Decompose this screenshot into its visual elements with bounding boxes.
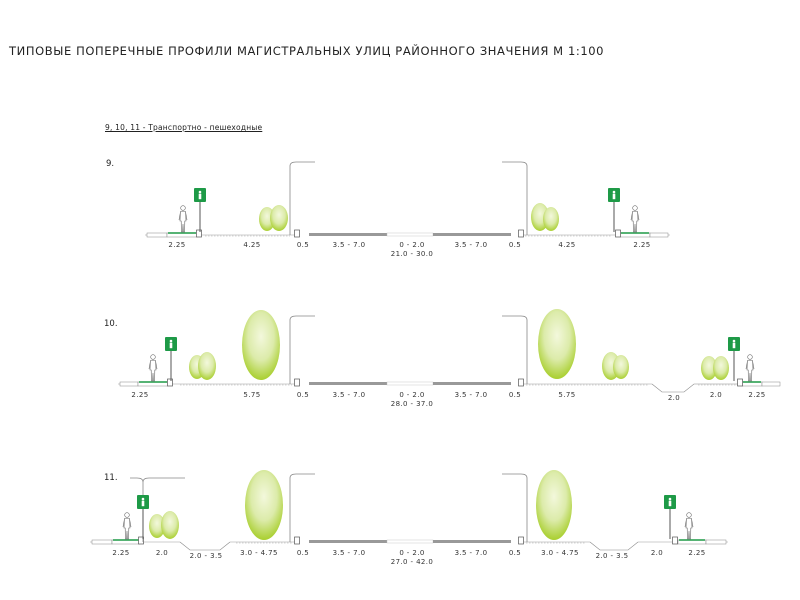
pedestrian-sign-icon xyxy=(663,494,677,540)
tree-icon xyxy=(242,310,280,380)
profile-9-total: 21.0 - 30.0 xyxy=(390,250,434,258)
profile-11-label: 0.5 xyxy=(296,549,310,557)
profile-11-label: 2.25 xyxy=(688,549,706,557)
profile-9-label: 3.5 - 7.0 xyxy=(332,241,366,249)
tree-icon xyxy=(701,356,717,380)
profile-10-label: 3.5 - 7.0 xyxy=(332,391,366,399)
profile-11-label: 2.0 - 3.5 xyxy=(189,552,223,560)
profile-11-number: 11. xyxy=(104,473,118,483)
tree-icon xyxy=(149,514,165,538)
profile-11-label: 0 - 2.0 xyxy=(399,549,425,557)
section-subtitle: 9, 10, 11 - Транспортно - пешеходные xyxy=(105,123,263,132)
pedestrian-icon xyxy=(148,354,158,382)
pedestrian-icon xyxy=(684,512,694,540)
tree-icon xyxy=(613,355,629,379)
profile-10-number: 10. xyxy=(104,319,118,329)
tree-icon xyxy=(245,470,283,540)
pedestrian-sign-icon xyxy=(136,494,150,540)
tree-icon xyxy=(161,511,179,539)
profile-10-label: 5.75 xyxy=(243,391,261,399)
profile-11-label: 3.5 - 7.0 xyxy=(332,549,366,557)
pedestrian-icon xyxy=(745,354,755,382)
pedestrian-icon xyxy=(630,205,640,233)
profile-10-label: 2.0 xyxy=(709,391,723,399)
profile-10-label: 2.25 xyxy=(131,391,149,399)
profile-10-label: 3.5 - 7.0 xyxy=(454,391,488,399)
pedestrian-sign-icon xyxy=(607,187,621,233)
profile-11-label: 2.0 xyxy=(650,549,664,557)
tree-icon xyxy=(270,205,288,231)
page-title: ТИПОВЫЕ ПОПЕРЕЧНЫЕ ПРОФИЛИ МАГИСТРАЛЬНЫХ… xyxy=(9,44,605,58)
profile-9-label: 4.25 xyxy=(243,241,261,249)
profile-10-total: 28.0 - 37.0 xyxy=(390,400,434,408)
profile-11-label: 2.0 - 3.5 xyxy=(595,552,629,560)
profile-11-label: 3.0 - 4.75 xyxy=(541,549,579,557)
profile-10-drawing xyxy=(118,309,781,393)
profile-10-label: 2.0 xyxy=(667,394,681,402)
profile-10-label: 5.75 xyxy=(558,391,576,399)
profile-9-label: 2.25 xyxy=(633,241,651,249)
profile-11-label: 0.5 xyxy=(508,549,522,557)
profile-10-label: 2.25 xyxy=(748,391,766,399)
profile-9-drawing xyxy=(145,161,670,238)
tree-icon xyxy=(543,207,559,231)
tree-icon xyxy=(538,309,576,379)
pedestrian-sign-icon xyxy=(164,336,178,382)
pedestrian-icon xyxy=(122,512,132,540)
profile-11-label: 3.5 - 7.0 xyxy=(454,549,488,557)
profile-9-number: 9. xyxy=(106,159,115,169)
profile-11-label: 3.0 - 4.75 xyxy=(240,549,278,557)
profile-10-label: 0.5 xyxy=(296,391,310,399)
profile-10-label: 0.5 xyxy=(508,391,522,399)
profile-10-label: 0 - 2.0 xyxy=(399,391,425,399)
profile-9-label: 0.5 xyxy=(508,241,522,249)
pedestrian-sign-icon xyxy=(193,187,207,233)
tree-icon xyxy=(536,470,572,540)
profile-11-label: 2.0 xyxy=(155,549,169,557)
profile-9-label: 3.5 - 7.0 xyxy=(454,241,488,249)
profile-9-label: 0.5 xyxy=(296,241,310,249)
profile-11-drawing xyxy=(90,470,728,551)
profile-9-label: 0 - 2.0 xyxy=(399,241,425,249)
profile-11-label: 2.25 xyxy=(112,549,130,557)
pedestrian-icon xyxy=(178,205,188,233)
pedestrian-sign-icon xyxy=(727,336,741,382)
profile-9-label: 4.25 xyxy=(558,241,576,249)
profile-9-label: 2.25 xyxy=(168,241,186,249)
profile-11-total: 27.0 - 42.0 xyxy=(390,558,434,566)
tree-icon xyxy=(713,356,729,380)
tree-icon xyxy=(198,352,216,380)
